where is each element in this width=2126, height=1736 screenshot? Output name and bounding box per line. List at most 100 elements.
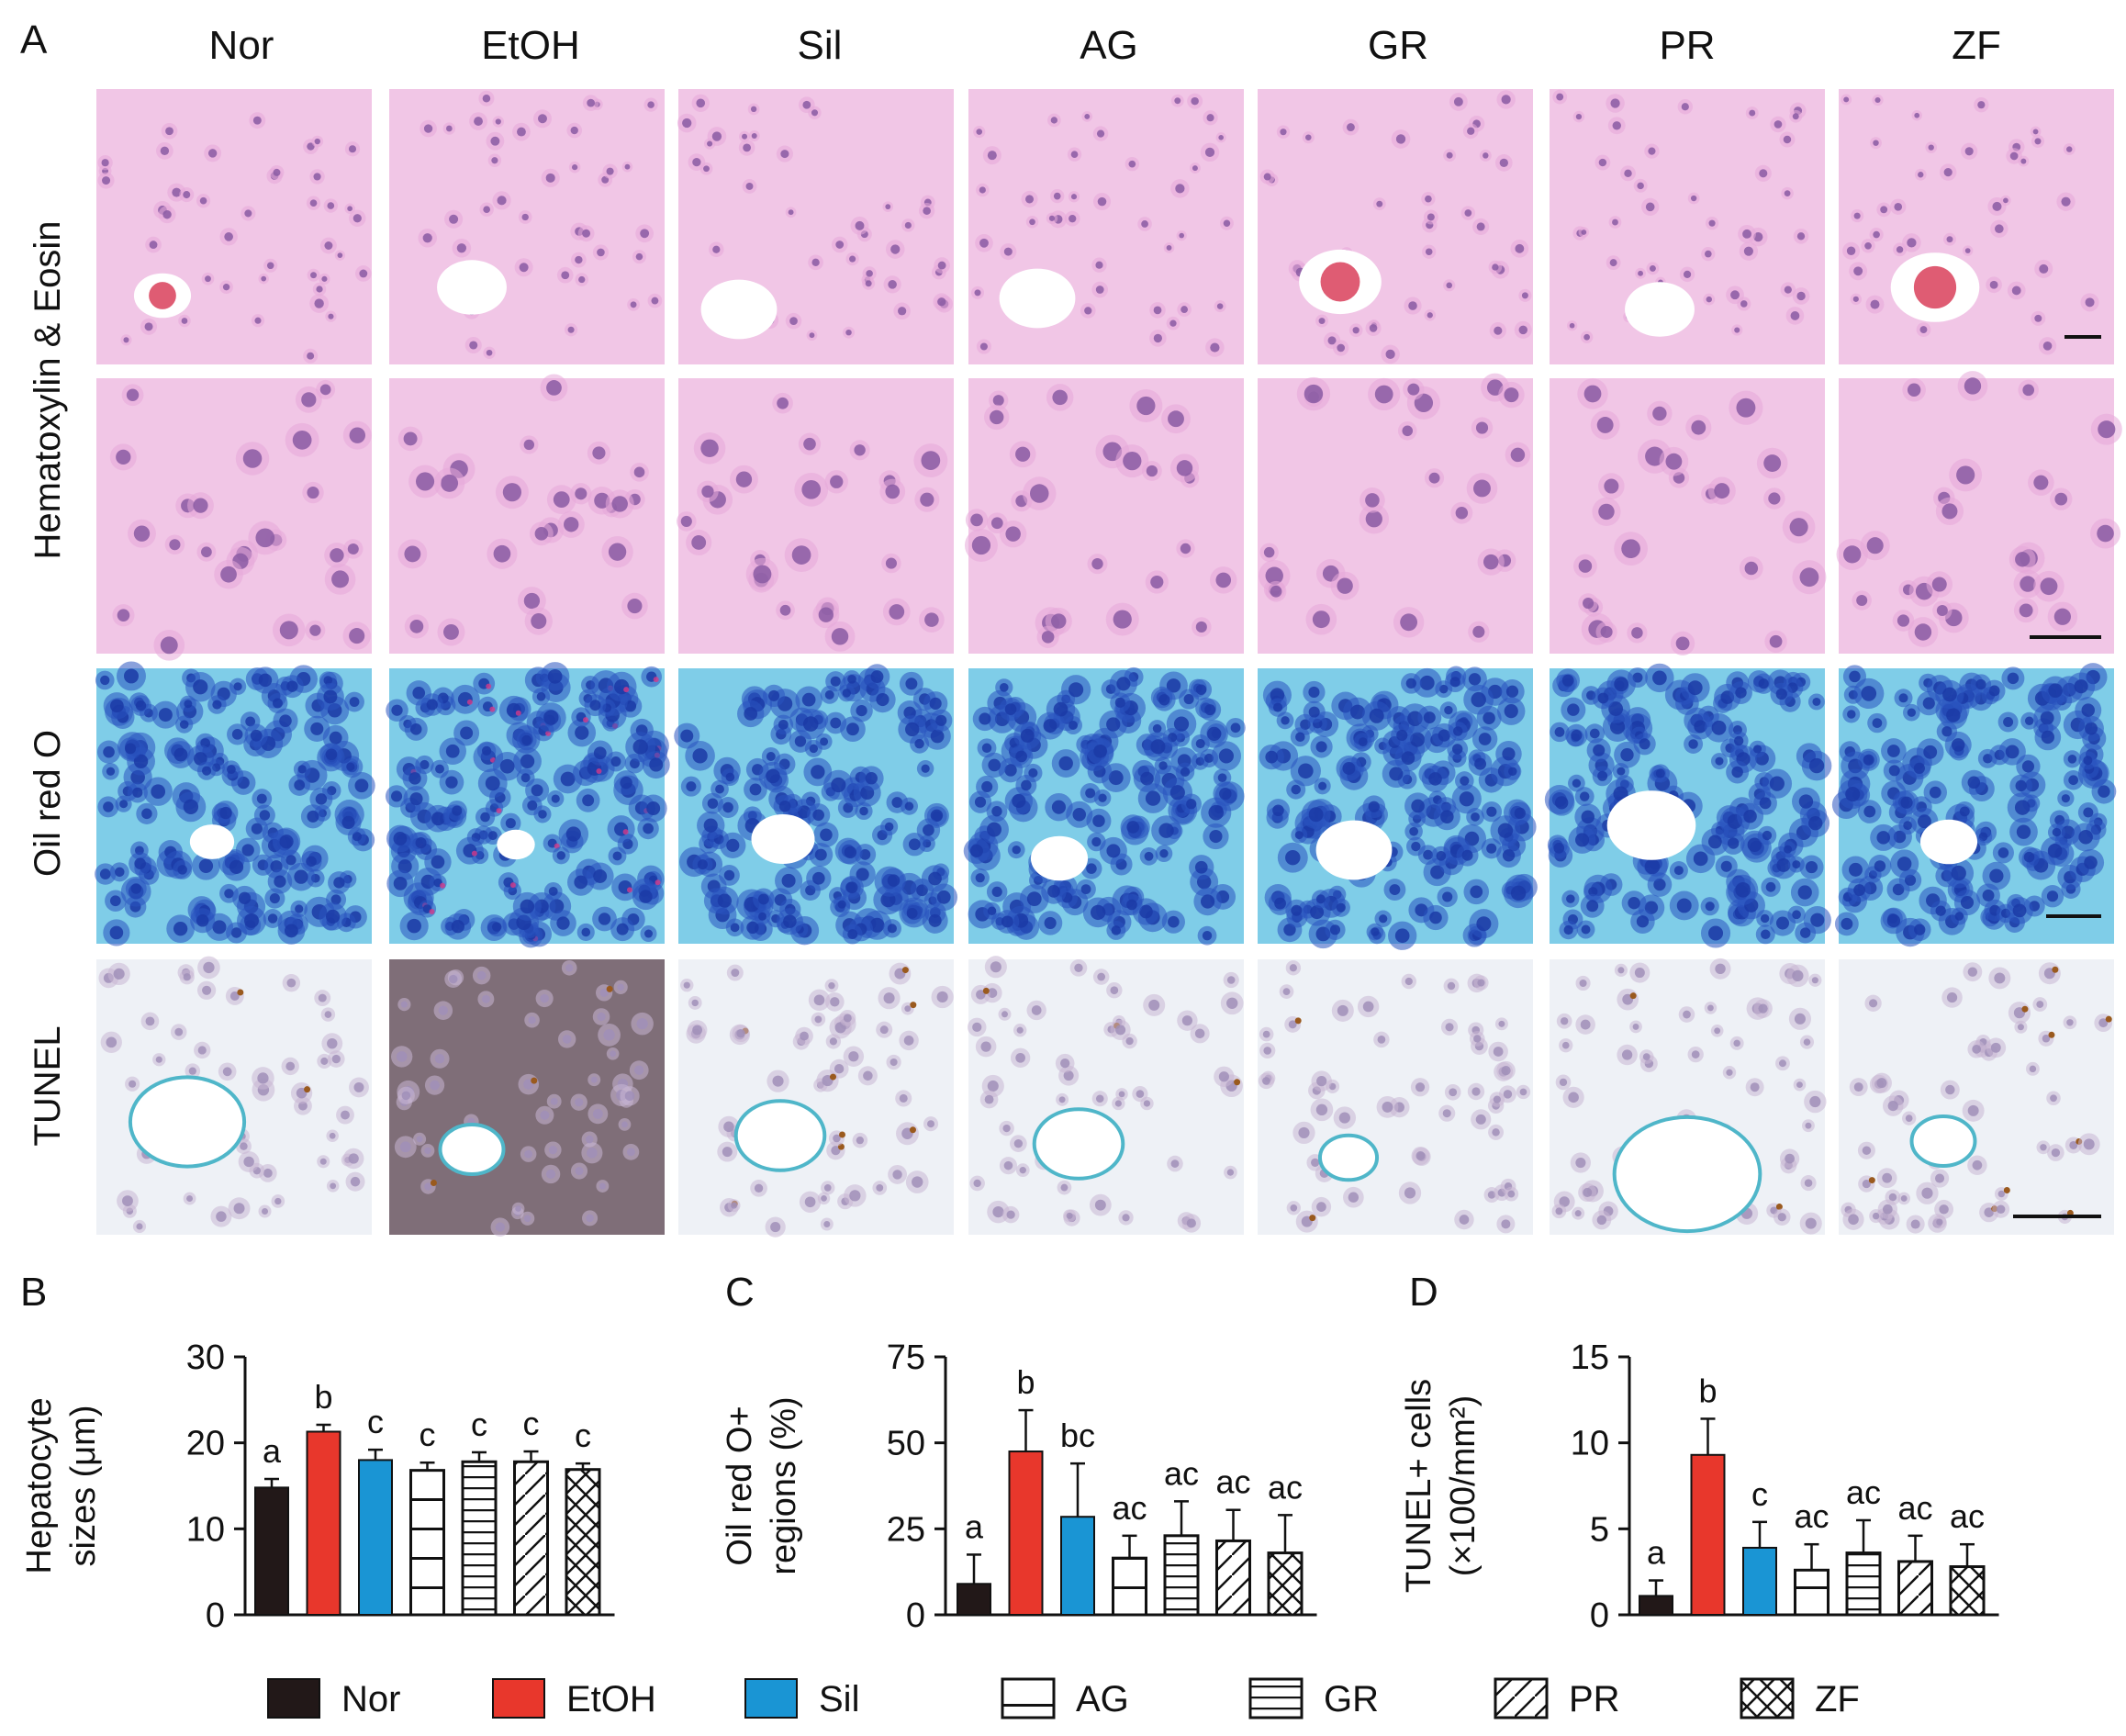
legend-item-pr: PR [1494, 1677, 1620, 1719]
row-label-he: Hematoxylin & Eosin [28, 220, 68, 559]
panel-label-a: A [20, 17, 48, 62]
column-header: AG [1080, 23, 1138, 68]
y-axis-label: TUNEL+ cells [1400, 1379, 1438, 1593]
micrograph-tile [1831, 663, 2117, 947]
legend-item-sil: Sil [744, 1678, 859, 1719]
micrograph-tile [1839, 89, 2114, 364]
legend-label: Sil [819, 1679, 859, 1719]
panel-label-c: C [725, 1270, 755, 1315]
bar-ag [1794, 1568, 1829, 1617]
micrograph-tile [1836, 371, 2122, 654]
y-tick-label: 0 [906, 1596, 925, 1635]
bar-pr [1215, 1539, 1251, 1617]
micrograph-tile [1839, 959, 2114, 1235]
bar-nor [254, 1486, 289, 1616]
legend-label: PR [1569, 1679, 1620, 1719]
bar-gr [1845, 1551, 1882, 1617]
significance-label: a [1647, 1534, 1666, 1572]
significance-label: ac [1794, 1497, 1829, 1535]
micrograph-tile [1550, 89, 1825, 364]
significance-label: c [523, 1405, 540, 1442]
significance-label: c [575, 1417, 591, 1454]
legend-item-gr: GR [1248, 1677, 1379, 1719]
legend: Nor EtOH Sil AG GR PR ZF [267, 1677, 1860, 1719]
legend-item-nor: Nor [267, 1678, 400, 1719]
micrograph-tile [1550, 958, 1827, 1235]
legend-item-zf: ZF [1740, 1677, 1860, 1719]
row-label-tunel: TUNEL [28, 1025, 68, 1146]
micrograph-tile [677, 89, 954, 364]
column-header: EtOH [481, 23, 580, 68]
bar-nor [1639, 1595, 1673, 1616]
significance-label: ac [1846, 1473, 1881, 1511]
micrograph-tile [385, 662, 670, 948]
legend-swatch [1248, 1677, 1304, 1719]
micrograph-tile [1550, 378, 1827, 656]
micrograph-tile [96, 378, 372, 661]
bar-zf [565, 1468, 601, 1617]
significance-label: ac [1215, 1463, 1250, 1501]
bar-nor [957, 1583, 991, 1617]
micrograph-tile [96, 956, 372, 1235]
bar-zf [1949, 1565, 1986, 1617]
panel-label-d: D [1409, 1270, 1438, 1315]
bar-etoh [306, 1430, 341, 1616]
micrograph-tile [389, 89, 665, 364]
significance-label: b [314, 1378, 332, 1416]
bar-pr [513, 1460, 549, 1617]
column-header: PR [1659, 23, 1715, 68]
legend-swatch [267, 1678, 320, 1719]
y-tick-label: 30 [186, 1338, 225, 1377]
y-axis-label: Oil red O+ [721, 1406, 759, 1565]
y-axis-label: regions (%) [765, 1396, 803, 1574]
legend-item-ag: AG [1001, 1677, 1129, 1719]
y-axis-label: (×100/mm²) [1444, 1395, 1483, 1576]
significance-label: b [1016, 1363, 1035, 1401]
row-label-oil-red-o: Oil red O [28, 730, 68, 877]
micrograph-tile [677, 378, 954, 654]
column-header: Sil [798, 23, 843, 68]
panel-label-b: B [20, 1270, 47, 1315]
bar-gr [461, 1460, 498, 1617]
column-headers: Nor EtOH Sil AG GR PR ZF [209, 23, 2001, 68]
legend-item-etoh: EtOH [492, 1678, 656, 1719]
column-header: Nor [209, 23, 274, 68]
micrograph-tile [1258, 666, 1538, 950]
legend-swatch [1001, 1677, 1056, 1719]
significance-label: ac [1268, 1468, 1303, 1506]
y-tick-label: 5 [1590, 1510, 1609, 1549]
bar-ag [409, 1469, 445, 1617]
bar-zf [1267, 1551, 1304, 1617]
micrograph-tile [95, 661, 375, 946]
significance-label: c [367, 1403, 384, 1440]
y-axis-label: sizes (μm) [64, 1406, 103, 1567]
micrograph-tile [1258, 89, 1533, 364]
bar-etoh [1008, 1450, 1044, 1616]
significance-label: c [1751, 1475, 1768, 1513]
legend-swatch [492, 1678, 545, 1719]
bar-ag [1112, 1556, 1147, 1617]
y-tick-label: 25 [887, 1510, 925, 1549]
micrograph-grid [95, 89, 2122, 1238]
bar-sil [1742, 1546, 1777, 1616]
significance-label: ac [1112, 1489, 1147, 1527]
micrograph-tile [389, 959, 665, 1237]
micrograph-tile [963, 666, 1246, 946]
significance-label: a [965, 1507, 984, 1545]
significance-label: c [420, 1416, 436, 1453]
micrograph-tile [389, 374, 665, 654]
micrograph-tile [1258, 373, 1533, 654]
significance-label: ac [1164, 1454, 1199, 1492]
micrograph-tile [1544, 663, 1832, 948]
column-header: ZF [1952, 23, 2001, 68]
micrograph-tile [968, 956, 1244, 1235]
micrograph-tile [678, 959, 954, 1238]
legend-label: Nor [341, 1679, 400, 1719]
legend-swatch [744, 1678, 798, 1719]
significance-label: c [471, 1406, 487, 1443]
y-axis-label: Hepatocyte [20, 1397, 59, 1574]
